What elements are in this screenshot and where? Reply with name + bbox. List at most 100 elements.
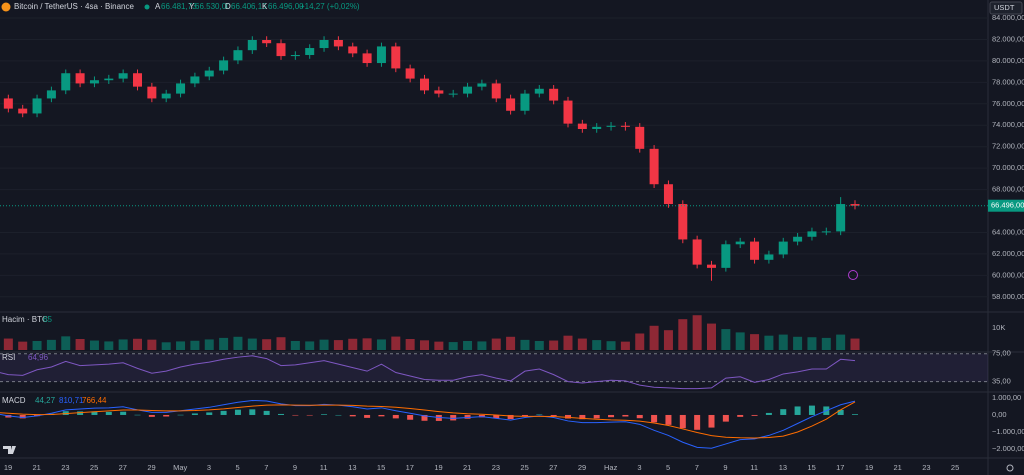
macd-histogram-bar — [493, 414, 500, 419]
candle-body — [778, 241, 788, 255]
candle-body — [305, 48, 315, 56]
volume-bar — [46, 339, 56, 350]
macd-histogram-bar — [306, 414, 313, 416]
macd-histogram-bar — [450, 414, 457, 421]
volume-bar — [276, 337, 286, 350]
volume-bar — [764, 335, 774, 350]
volume-bar — [850, 338, 860, 350]
macd-histogram-bar — [737, 414, 744, 417]
volume-bar — [807, 337, 817, 350]
candle-body — [32, 98, 42, 114]
currency-button[interactable] — [989, 1, 1023, 15]
x-tick-label: Haz — [604, 463, 618, 472]
macd-histogram-bar — [163, 414, 170, 417]
y-tick-label: 70.000,00 — [992, 163, 1024, 172]
candle-body — [319, 39, 329, 49]
x-tick-label: 7 — [695, 463, 699, 472]
volume-bar — [778, 334, 788, 350]
volume-bar — [247, 338, 257, 350]
macd-histogram-bar — [19, 414, 26, 419]
macd-histogram-bar — [751, 414, 758, 416]
candle-body — [89, 80, 99, 84]
volume-bar — [577, 338, 587, 350]
candle-body — [376, 46, 386, 64]
x-tick-label: 3 — [637, 463, 641, 472]
volume-bar — [434, 341, 444, 350]
candle-body — [176, 83, 186, 94]
x-tick-label: 21 — [894, 463, 902, 472]
volume-bar — [161, 342, 171, 350]
macd-histogram-bar — [105, 411, 112, 415]
macd-histogram-bar — [120, 411, 127, 415]
candle-body — [807, 231, 817, 237]
candle-body — [750, 241, 760, 260]
volume-bar — [563, 335, 573, 350]
candle-body — [18, 108, 28, 114]
rsi-title: RSI — [2, 353, 15, 362]
settings-icon[interactable] — [1006, 464, 1014, 472]
y-tick-label: 60.000,00 — [992, 270, 1024, 279]
candle-body — [362, 53, 372, 64]
candle-body — [434, 90, 444, 94]
y-tick-label: 64.000,00 — [992, 227, 1024, 236]
volume-bar — [405, 338, 415, 350]
y-tick-label: 74.000,00 — [992, 120, 1024, 129]
volume-bar — [290, 340, 300, 350]
rsi-value: 64,96 — [28, 353, 49, 362]
candle-body — [333, 39, 343, 47]
high-value: 66.530,00 — [195, 2, 231, 11]
y-tick-label: 78.000,00 — [992, 77, 1024, 86]
low-value: 66.406,15 — [231, 2, 267, 11]
x-tick-label: May — [173, 463, 187, 472]
macd-histogram-bar — [148, 414, 155, 417]
signal-value: 766,44 — [82, 396, 107, 405]
x-tick-label: 29 — [147, 463, 155, 472]
status-dot — [144, 4, 150, 10]
macd-histogram-bar — [722, 414, 729, 422]
x-tick-label: 23 — [922, 463, 930, 472]
x-tick-label: 15 — [807, 463, 815, 472]
candle-body — [707, 264, 716, 268]
volume-bar — [520, 339, 530, 350]
y-tick-label: 10K — [992, 323, 1005, 332]
alert-icon[interactable] — [848, 270, 858, 280]
macd-value: 810,71 — [59, 396, 84, 405]
macd-histogram-bar — [694, 414, 701, 430]
volume-bar — [635, 333, 645, 350]
macd-histogram-bar — [665, 414, 672, 425]
volume-bar — [376, 339, 386, 350]
candle-body — [850, 204, 860, 206]
volume-bar — [362, 338, 372, 350]
volume-bar — [348, 338, 358, 350]
candle-body — [620, 125, 630, 127]
volume-bar — [118, 339, 128, 350]
macd-histogram-bar — [636, 414, 643, 419]
currency[interactable]: USDT — [994, 3, 1015, 12]
macd-title: MACD — [2, 396, 26, 405]
y-tick-label: 0,00 — [992, 410, 1007, 419]
candle-body — [262, 39, 272, 44]
candle-body — [405, 68, 415, 79]
volume-bar — [477, 341, 487, 350]
volume-title: Hacim · BTC — [2, 315, 48, 324]
macd-histogram-bar — [177, 414, 184, 416]
rsi-line — [0, 355, 856, 390]
open-label: A — [155, 2, 161, 11]
candle-body — [104, 78, 114, 81]
volume-bar — [305, 341, 315, 350]
tv-logo[interactable] — [3, 446, 16, 454]
macd-histogram-bar — [780, 409, 787, 415]
candle-body — [463, 86, 473, 94]
volume-bar — [204, 339, 214, 350]
candle-body — [247, 39, 257, 51]
candle-body — [678, 204, 688, 240]
close-value: 66.496,00 — [268, 2, 304, 11]
volume-bar — [333, 340, 343, 350]
candle-body — [133, 73, 142, 87]
macd-histogram-bar — [407, 414, 414, 420]
macd-histogram-bar — [292, 414, 299, 416]
volume-bar — [391, 336, 401, 350]
candle-body — [448, 93, 458, 95]
symbol[interactable]: Bitcoin / TetherUS · 4sa · Binance — [14, 2, 134, 11]
volume-bar — [133, 338, 142, 350]
